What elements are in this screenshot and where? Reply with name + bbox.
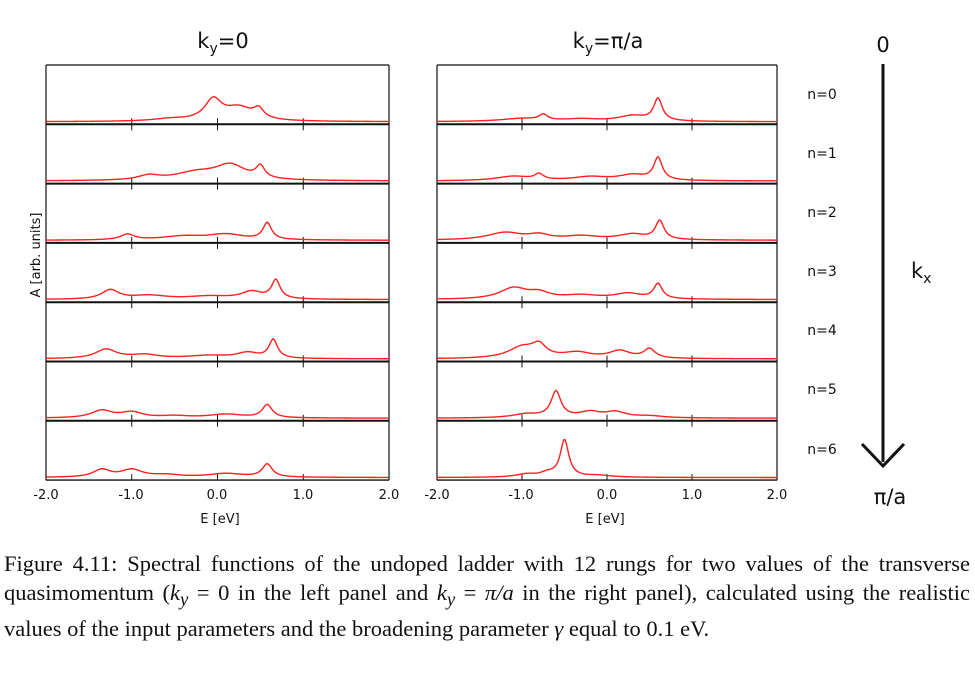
spectral-curve — [46, 221, 389, 241]
arrow-label: kx — [911, 259, 931, 287]
spectral-curve — [436, 340, 778, 360]
x-tick-label: 1.0 — [293, 488, 314, 503]
x-tick-label: -1.0 — [508, 488, 533, 503]
panel-title-right: ky=π/a — [573, 29, 644, 57]
panels-layer — [45, 64, 778, 481]
spectral-curve — [436, 282, 777, 301]
x-tick-label: -2.0 — [424, 488, 449, 503]
row-label: n=1 — [807, 146, 837, 162]
kx-arrow-head — [860, 442, 906, 469]
x-tick-label: 0.0 — [597, 488, 618, 503]
x-tick-label: -2.0 — [33, 488, 58, 503]
spectral-curve — [437, 389, 778, 419]
row-label: n=2 — [807, 205, 837, 221]
spectral-curve — [437, 438, 777, 479]
figure-caption: Figure 4.11: Spectral functions of the u… — [4, 551, 970, 641]
spectral-curve — [436, 155, 777, 182]
spectral-curve — [436, 96, 777, 123]
arrow-top-label: 0 — [876, 33, 889, 57]
spectral-curve — [45, 337, 390, 360]
y-axis-label: A [arb. units] — [29, 213, 44, 298]
row-label: n=5 — [807, 382, 837, 398]
x-tick-label: 0.0 — [207, 488, 228, 503]
spectral-figure: ky=0 ky=π/a A [arb. units] -2.0 -1.0 0.0… — [29, 29, 931, 527]
spectral-curve — [436, 219, 777, 241]
spectral-curve — [45, 403, 389, 419]
x-axis-label-right: E [eV] — [585, 512, 624, 527]
spectral-curve — [45, 278, 389, 301]
spectral-curve — [45, 462, 389, 479]
row-label: n=0 — [807, 87, 837, 103]
spectral-curve — [45, 96, 390, 123]
panel-title-left: ky=0 — [197, 29, 248, 57]
x-tick-label: -1.0 — [118, 488, 143, 503]
x-tick-label: 2.0 — [767, 488, 788, 503]
row-label: n=6 — [807, 442, 837, 458]
x-tick-label: 2.0 — [379, 488, 400, 503]
row-label: n=4 — [807, 323, 837, 339]
row-label: n=3 — [807, 264, 837, 280]
spectral-curve — [45, 162, 390, 182]
arrow-bottom-label: π/a — [874, 485, 907, 509]
x-axis-label-left: E [eV] — [200, 512, 239, 527]
x-tick-label: 1.0 — [682, 488, 703, 503]
